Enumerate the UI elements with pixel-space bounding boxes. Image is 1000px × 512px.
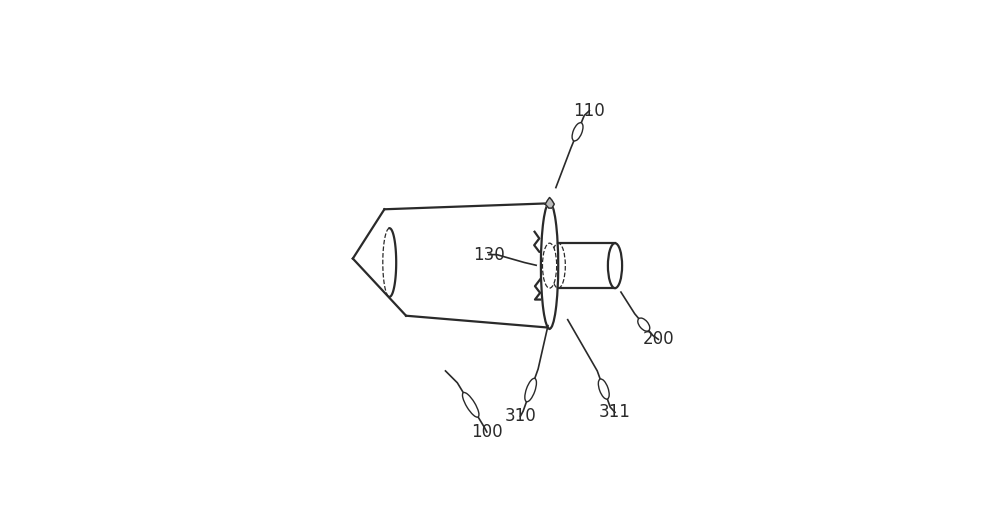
Ellipse shape (541, 203, 558, 329)
Text: 130: 130 (473, 246, 505, 264)
Ellipse shape (572, 123, 583, 141)
Ellipse shape (525, 378, 536, 402)
Text: 200: 200 (643, 330, 674, 348)
Text: 100: 100 (471, 423, 503, 441)
Ellipse shape (462, 393, 479, 417)
Polygon shape (545, 198, 554, 208)
Ellipse shape (542, 243, 557, 288)
Ellipse shape (608, 243, 622, 288)
Text: 110: 110 (574, 102, 605, 120)
Ellipse shape (638, 318, 650, 331)
Ellipse shape (598, 379, 609, 399)
Text: 311: 311 (599, 403, 631, 421)
Text: 310: 310 (505, 407, 536, 425)
